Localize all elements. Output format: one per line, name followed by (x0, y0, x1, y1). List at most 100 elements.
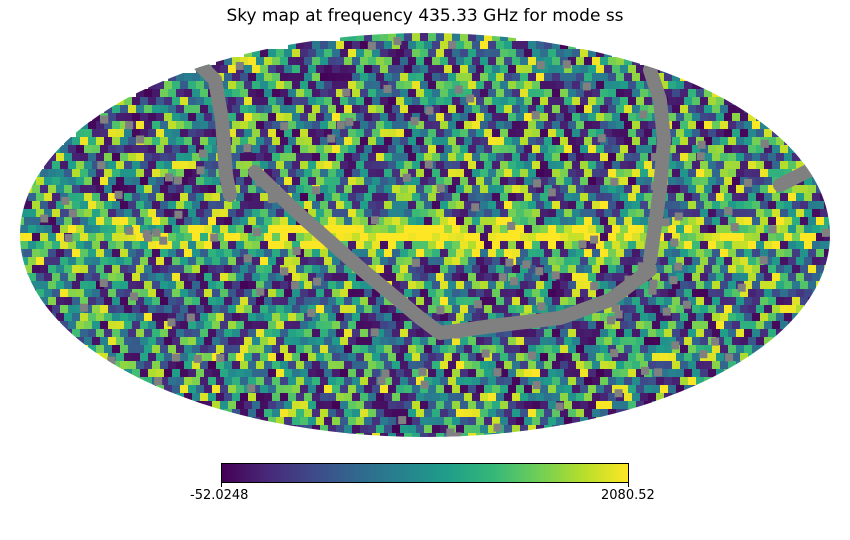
map-pixel (128, 137, 136, 145)
map-pixel (548, 161, 556, 169)
map-pixel (784, 329, 792, 337)
map-pixel (468, 81, 476, 89)
map-pixel (576, 425, 584, 433)
map-pixel (400, 249, 408, 257)
map-pixel (324, 49, 332, 57)
map-pixel (68, 257, 76, 265)
map-pixel (520, 361, 528, 369)
map-pixel (436, 193, 444, 201)
map-pixel (684, 385, 692, 393)
map-pixel (488, 361, 496, 369)
map-pixel (676, 337, 684, 345)
map-pixel (240, 393, 248, 401)
map-pixel (476, 257, 484, 265)
map-pixel (412, 193, 420, 201)
map-pixel (328, 425, 336, 433)
map-pixel (492, 305, 500, 313)
map-pixel (44, 177, 52, 185)
map-pixel (764, 257, 772, 265)
map-pixel (340, 353, 348, 361)
map-pixel (248, 233, 256, 241)
masked-pixel (381, 369, 390, 378)
map-pixel (80, 169, 88, 177)
map-pixel (60, 209, 68, 217)
map-pixel (576, 409, 584, 417)
map-pixel (620, 241, 628, 249)
map-pixel (300, 385, 308, 393)
map-pixel (672, 201, 680, 209)
map-pixel (296, 377, 304, 385)
map-pixel (240, 73, 248, 81)
map-pixel (236, 97, 244, 105)
map-pixel (680, 249, 688, 257)
map-pixel (748, 337, 756, 345)
map-pixel (676, 161, 684, 169)
map-pixel (600, 89, 608, 97)
map-pixel (380, 401, 388, 409)
map-pixel (532, 241, 540, 249)
map-pixel (568, 409, 576, 417)
map-pixel (600, 345, 608, 353)
map-pixel (356, 129, 364, 137)
map-pixel (196, 145, 204, 153)
map-pixel (256, 57, 264, 65)
map-pixel (424, 121, 432, 129)
map-pixel (444, 369, 452, 377)
map-pixel (40, 265, 48, 273)
map-pixel (308, 337, 316, 345)
map-pixel (224, 233, 232, 241)
map-pixel (588, 321, 596, 329)
map-pixel (804, 209, 812, 217)
map-pixel (600, 57, 608, 65)
map-pixel (692, 97, 700, 105)
map-pixel (96, 329, 104, 337)
map-pixel (392, 137, 400, 145)
map-pixel (208, 329, 216, 337)
map-pixel (460, 225, 468, 233)
map-pixel (500, 65, 508, 73)
map-pixel (496, 185, 504, 193)
map-pixel (440, 361, 448, 369)
map-pixel (724, 321, 732, 329)
map-pixel (768, 281, 776, 289)
map-pixel (92, 353, 100, 361)
map-pixel (128, 185, 136, 193)
map-pixel (436, 337, 444, 345)
map-pixel (520, 185, 528, 193)
map-pixel (568, 201, 576, 209)
map-pixel (388, 369, 396, 377)
map-pixel (540, 289, 548, 297)
map-pixel (636, 81, 644, 89)
map-pixel (632, 217, 640, 225)
map-pixel (716, 129, 724, 137)
map-pixel (152, 361, 160, 369)
map-pixel (160, 169, 168, 177)
map-pixel (556, 273, 564, 281)
map-pixel (808, 201, 816, 209)
map-pixel (120, 201, 128, 209)
map-pixel (504, 265, 512, 273)
map-pixel (660, 209, 668, 217)
map-pixel (744, 281, 752, 289)
masked-pixel (425, 106, 434, 115)
map-pixel (532, 401, 540, 409)
map-pixel (184, 249, 192, 257)
map-pixel (796, 257, 804, 265)
map-pixel (672, 329, 680, 337)
map-pixel (480, 201, 488, 209)
map-pixel (328, 201, 336, 209)
map-pixel (232, 169, 240, 177)
map-pixel (640, 185, 648, 193)
map-pixel (540, 161, 548, 169)
map-pixel (804, 305, 812, 313)
map-pixel (656, 329, 664, 337)
map-pixel (396, 129, 404, 137)
map-pixel (416, 121, 424, 129)
map-pixel (696, 217, 704, 225)
map-pixel (628, 113, 636, 121)
map-pixel (268, 209, 276, 217)
map-pixel (676, 97, 684, 105)
map-pixel (496, 73, 504, 81)
map-pixel (424, 361, 432, 369)
map-pixel (196, 337, 204, 345)
